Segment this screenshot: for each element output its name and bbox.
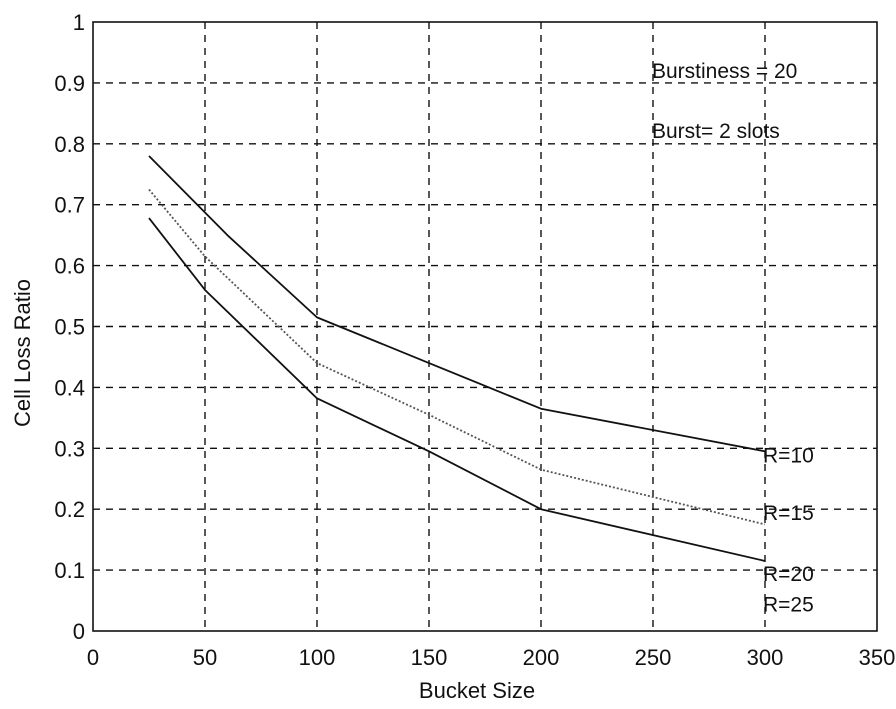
x-tick-label: 300 (747, 645, 784, 670)
y-tick-label: 0.9 (54, 71, 85, 96)
x-tick-label: 250 (635, 645, 672, 670)
y-tick-label: 0.3 (54, 436, 85, 461)
series-line-r-15 (148, 188, 766, 526)
annotation-burst: Burst= 2 slots (652, 120, 780, 143)
series-label: R=10 (763, 444, 814, 467)
y-tick-label: 0.6 (54, 254, 85, 279)
series-lines (148, 155, 766, 562)
annotation-burstiness: Burstiness = 20 (652, 60, 797, 83)
series-line-r-20 (148, 217, 766, 562)
x-tick-label: 200 (523, 645, 560, 670)
y-tick-label: 0.8 (54, 132, 85, 157)
plot-frame (92, 21, 878, 632)
x-tick-label: 350 (859, 645, 896, 670)
series-labels: R=10 R=15 R=20 R=25 (763, 444, 814, 616)
x-axis-title: Bucket Size (419, 678, 535, 703)
x-tick-labels: 0 50 100 150 200 250 300 350 (87, 645, 895, 670)
y-tick-label: 0.1 (54, 558, 85, 583)
y-tick-label: 0 (73, 619, 85, 644)
series-label: R=20 (763, 563, 814, 586)
y-tick-label: 1 (73, 10, 85, 35)
x-tick-label: 100 (299, 645, 336, 670)
series-label: R=15 (763, 502, 814, 525)
grid (93, 22, 877, 631)
x-tick-label: 150 (411, 645, 448, 670)
y-tick-label: 0.4 (54, 375, 85, 400)
y-axis-title: Cell Loss Ratio (10, 279, 35, 427)
series-label: R=25 (763, 594, 814, 617)
x-tick-label: 50 (193, 645, 217, 670)
x-tick-label: 0 (87, 645, 99, 670)
y-tick-label: 0.7 (54, 193, 85, 218)
series-line-r-10 (148, 155, 766, 453)
y-tick-label: 0.5 (54, 315, 85, 340)
y-tick-labels: 0 0.1 0.2 0.3 0.4 0.5 0.6 0.7 0.8 0.9 1 (54, 10, 85, 644)
y-tick-label: 0.2 (54, 497, 85, 522)
